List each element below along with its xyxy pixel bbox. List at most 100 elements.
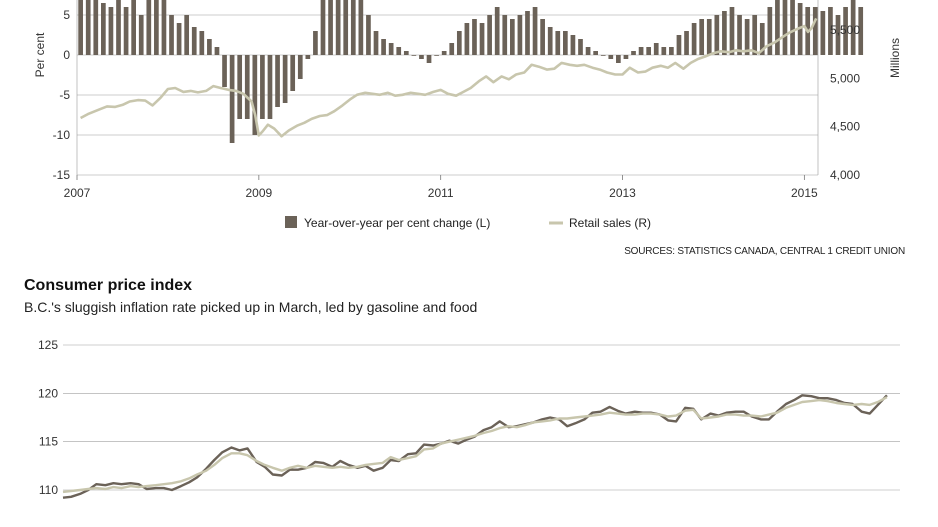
- retail-bar: [835, 15, 841, 55]
- retail-bar: [252, 55, 258, 135]
- source-note: SOURCES: STATISTICS CANADA, CENTRAL 1 CR…: [624, 246, 905, 257]
- retail-right-tick-label: 5,500: [830, 23, 860, 37]
- retail-bar: [722, 11, 727, 55]
- retail-chart-bars: [78, 0, 864, 143]
- retail-bar: [578, 39, 583, 55]
- retail-bar: [411, 55, 417, 56]
- retail-bar: [108, 7, 114, 55]
- retail-right-tick-label: 4,000: [830, 168, 860, 182]
- retail-chart-y2label: Millions: [888, 38, 902, 78]
- retail-bar: [426, 55, 432, 63]
- retail-bar: [812, 7, 818, 55]
- retail-chart-line: [79, 17, 818, 138]
- retail-bar: [403, 51, 409, 55]
- retail-left-tick-label: 5: [63, 8, 70, 22]
- retail-bar: [525, 11, 530, 55]
- retail-bar: [517, 15, 523, 55]
- retail-bar: [161, 0, 167, 55]
- retail-bar: [154, 0, 159, 55]
- retail-chart-legend: Year-over-year per cent change (L) Retai…: [285, 216, 651, 230]
- retail-x-tick-label: 2015: [791, 186, 818, 200]
- retail-bar: [449, 43, 455, 55]
- retail-bar: [509, 19, 515, 55]
- retail-bar: [191, 27, 197, 55]
- retail-bar: [563, 31, 568, 55]
- cpi-line-light: [62, 396, 888, 494]
- retail-bar: [207, 39, 212, 55]
- retail-bar: [101, 3, 106, 55]
- retail-bar: [820, 11, 826, 55]
- retail-bar: [472, 19, 477, 55]
- retail-bar: [260, 55, 265, 119]
- retail-bar: [676, 35, 682, 55]
- retail-bar: [532, 7, 538, 55]
- retail-x-tick-label: 2007: [64, 186, 91, 200]
- legend-label-line: Retail sales (R): [569, 216, 651, 230]
- retail-bar: [850, 0, 856, 55]
- retail-chart-right-ticks: 5,500 5,000 4,500 4,000: [830, 23, 860, 182]
- retail-x-tick-label: 2011: [428, 186, 454, 200]
- legend-swatch-bars: [285, 216, 297, 228]
- retail-bar: [131, 0, 137, 55]
- retail-bar: [358, 0, 364, 55]
- retail-bar: [123, 7, 129, 55]
- retail-bar: [502, 15, 508, 55]
- cpi-y-tick-label: 110: [39, 483, 58, 497]
- retail-bar: [282, 55, 288, 103]
- retail-bar: [222, 55, 227, 87]
- legend-label-bars: Year-over-year per cent change (L): [304, 216, 490, 230]
- retail-bar: [631, 51, 636, 55]
- retail-sales-line: [79, 17, 818, 138]
- retail-bar: [638, 47, 644, 55]
- retail-right-tick-label: 4,500: [830, 120, 860, 134]
- retail-bar: [714, 15, 720, 55]
- cpi-chart-y-ticks: 125 120 115 110: [38, 338, 58, 497]
- retail-bar: [116, 0, 121, 55]
- retail-bar: [782, 0, 788, 55]
- retail-bar: [313, 31, 318, 55]
- retail-bar: [419, 55, 424, 59]
- cpi-chart-gridlines: [63, 344, 900, 491]
- retail-bar: [555, 31, 561, 55]
- retail-bar: [464, 23, 470, 55]
- cpi-y-tick-label: 125: [38, 338, 58, 352]
- cpi-line-dark: [62, 394, 888, 499]
- retail-bar: [790, 0, 795, 55]
- retail-bar: [199, 31, 205, 55]
- retail-bar: [616, 55, 621, 63]
- retail-bar: [623, 55, 629, 59]
- retail-bar: [828, 7, 833, 55]
- retail-bar: [146, 0, 152, 55]
- retail-x-tick-label: 2013: [609, 186, 636, 200]
- retail-bar: [661, 47, 667, 55]
- retail-bar: [297, 55, 303, 79]
- retail-bar: [184, 15, 190, 55]
- retail-bar: [335, 0, 341, 55]
- retail-bar: [93, 0, 99, 55]
- retail-bar: [729, 7, 735, 55]
- retail-bar: [653, 43, 659, 55]
- retail-bar: [744, 19, 750, 55]
- retail-bar: [350, 0, 356, 55]
- retail-bar: [608, 55, 614, 59]
- retail-bar: [699, 19, 705, 55]
- retail-left-tick-label: 0: [63, 48, 70, 62]
- retail-bar: [343, 0, 349, 55]
- retail-left-tick-label: -5: [59, 88, 70, 102]
- retail-bar: [775, 0, 780, 55]
- retail-bar: [479, 23, 485, 55]
- retail-bar: [737, 15, 742, 55]
- retail-bar: [684, 31, 689, 55]
- retail-bar: [244, 55, 250, 119]
- retail-bar: [169, 15, 174, 55]
- retail-bar: [456, 31, 462, 55]
- retail-bar: [229, 55, 235, 143]
- retail-bar: [320, 0, 326, 55]
- retail-bar: [547, 27, 553, 55]
- retail-bar: [434, 55, 439, 56]
- retail-bar: [441, 51, 447, 55]
- retail-bar: [752, 15, 758, 55]
- retail-bar: [706, 19, 712, 55]
- retail-bar: [373, 31, 379, 55]
